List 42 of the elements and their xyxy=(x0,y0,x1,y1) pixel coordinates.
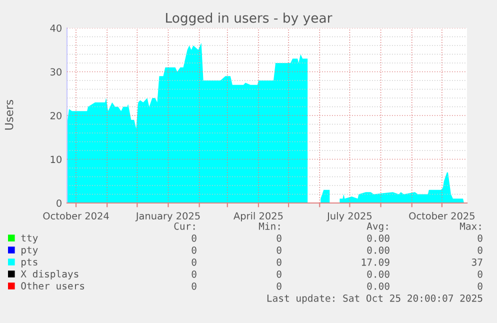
text: 0 xyxy=(276,258,282,266)
text: 0 xyxy=(478,234,482,242)
text: 0 xyxy=(192,246,196,254)
legend-label: pty xyxy=(22,246,38,256)
y-tick-label: 40 xyxy=(50,24,62,32)
y-tick-label: 0 xyxy=(56,199,62,207)
text: 0.00 xyxy=(367,234,390,242)
legend-label: Other users xyxy=(21,282,84,290)
text: Cur: xyxy=(174,222,195,230)
text: 0 xyxy=(276,282,282,290)
text: 0 xyxy=(478,270,482,278)
text: 0 xyxy=(192,258,196,266)
text: 0 xyxy=(192,270,196,278)
text: 0 xyxy=(276,246,282,254)
x-tick-label: January 2025 xyxy=(135,212,200,222)
text: Avg: xyxy=(366,222,388,232)
legend-label: tty xyxy=(21,234,38,244)
text: 0.00 xyxy=(367,246,390,254)
text: 0 xyxy=(276,234,282,242)
x-tick-label: October 2024 xyxy=(43,212,109,220)
x-tick-label: October 2025 xyxy=(409,212,474,220)
y-axis-title: Users xyxy=(4,100,14,130)
text: Min: xyxy=(258,222,280,230)
chart-title: Logged in users - by year xyxy=(166,12,332,26)
text: 17.09 xyxy=(362,258,390,266)
text: 0 xyxy=(276,270,282,278)
x-tick-label: April 2025 xyxy=(234,212,283,222)
legend-label: X displays xyxy=(20,270,78,280)
x-tick-label: July 2025 xyxy=(326,212,372,222)
text: 0 xyxy=(478,282,482,290)
text: 0 xyxy=(192,234,196,242)
text: 0.00 xyxy=(367,282,390,290)
text: 0 xyxy=(478,246,482,254)
text: 0 xyxy=(192,282,196,290)
legend-label: pts xyxy=(22,258,38,268)
y-tick-label: 20 xyxy=(50,112,62,120)
text: 0.00 xyxy=(367,270,390,278)
y-tick-label: 10 xyxy=(50,156,62,164)
text: Max: xyxy=(460,222,481,230)
text: 37 xyxy=(472,258,482,266)
text: Last update: Sat Oct 25 20:00:07 2025 xyxy=(267,294,482,304)
y-tick-label: 30 xyxy=(50,68,62,76)
